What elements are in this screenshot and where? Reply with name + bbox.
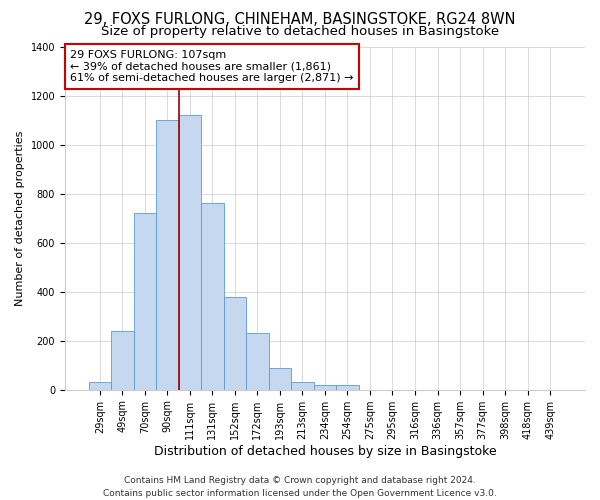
Y-axis label: Number of detached properties: Number of detached properties (15, 130, 25, 306)
Bar (201, 204, 224, 390)
Bar (179, 115, 201, 390)
Text: 29 FOXS FURLONG: 107sqm
← 39% of detached houses are smaller (1,861)
61% of semi: 29 FOXS FURLONG: 107sqm ← 39% of detache… (70, 50, 353, 83)
Bar (134, 213, 156, 390)
Bar (291, 382, 314, 390)
Bar (89, 382, 111, 390)
Text: Size of property relative to detached houses in Basingstoke: Size of property relative to detached ho… (101, 25, 499, 38)
Bar (336, 385, 359, 390)
Bar (314, 385, 336, 390)
Bar (246, 334, 269, 390)
Bar (269, 368, 291, 390)
Bar (156, 120, 179, 390)
X-axis label: Distribution of detached houses by size in Basingstoke: Distribution of detached houses by size … (154, 444, 496, 458)
Text: Contains HM Land Registry data © Crown copyright and database right 2024.
Contai: Contains HM Land Registry data © Crown c… (103, 476, 497, 498)
Text: 29, FOXS FURLONG, CHINEHAM, BASINGSTOKE, RG24 8WN: 29, FOXS FURLONG, CHINEHAM, BASINGSTOKE,… (84, 12, 516, 28)
Bar (224, 296, 246, 390)
Bar (111, 331, 134, 390)
